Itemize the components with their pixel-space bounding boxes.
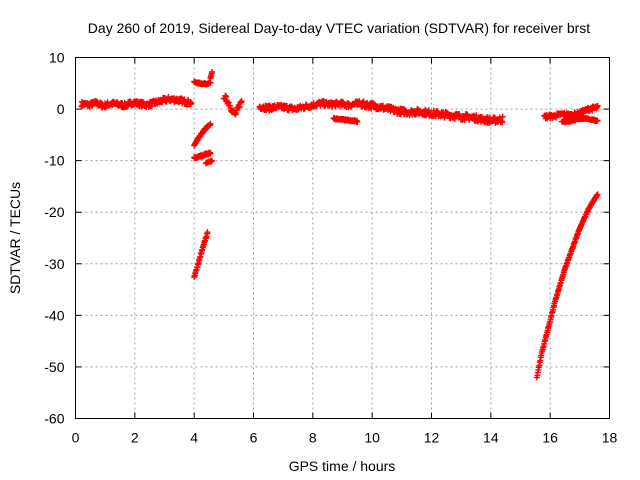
y-tick-label: -60 — [44, 411, 64, 427]
chart-title: Day 260 of 2019, Sidereal Day-to-day VTE… — [88, 20, 590, 36]
y-tick-label: -10 — [44, 153, 64, 169]
data-point — [238, 98, 245, 105]
x-tick-label: 12 — [424, 430, 440, 446]
data-point — [354, 118, 361, 125]
data-point — [207, 120, 214, 127]
x-tick-label: 14 — [483, 430, 499, 446]
data-point — [188, 100, 195, 107]
y-axis-label: SDTVAR / TECUs — [7, 182, 23, 294]
x-tick-label: 4 — [190, 430, 198, 446]
data-point — [594, 191, 601, 198]
x-tick-label: 10 — [364, 430, 380, 446]
data-point — [594, 102, 601, 109]
data-point — [207, 150, 214, 157]
data-point — [208, 68, 215, 75]
x-axis-tick-labels: 0 2 4 6 8 10 12 14 16 18 — [72, 430, 618, 446]
y-tick-label: 10 — [49, 50, 65, 66]
x-tick-label: 18 — [602, 430, 618, 446]
y-tick-label: -20 — [44, 204, 64, 220]
x-axis-label: GPS time / hours — [289, 458, 396, 474]
x-tick-label: 6 — [250, 430, 258, 446]
x-tick-label: 8 — [309, 430, 317, 446]
data-point — [499, 119, 506, 126]
x-tick-label: 0 — [72, 430, 80, 446]
data-point — [204, 229, 211, 236]
y-tick-label: -50 — [44, 359, 64, 375]
data-points — [78, 68, 601, 381]
data-point — [499, 113, 506, 120]
axis-ticks — [75, 57, 610, 419]
data-point — [594, 117, 601, 124]
x-tick-label: 2 — [131, 430, 139, 446]
data-point — [208, 157, 215, 164]
data-point — [368, 105, 375, 112]
plot-frame — [75, 57, 610, 419]
y-tick-label: -40 — [44, 307, 64, 323]
y-axis-tick-labels: 10 0 -10 -20 -30 -40 -50 -60 — [44, 50, 64, 427]
x-tick-label: 16 — [542, 430, 558, 446]
y-tick-label: -30 — [44, 256, 64, 272]
y-tick-label: 0 — [57, 101, 65, 117]
